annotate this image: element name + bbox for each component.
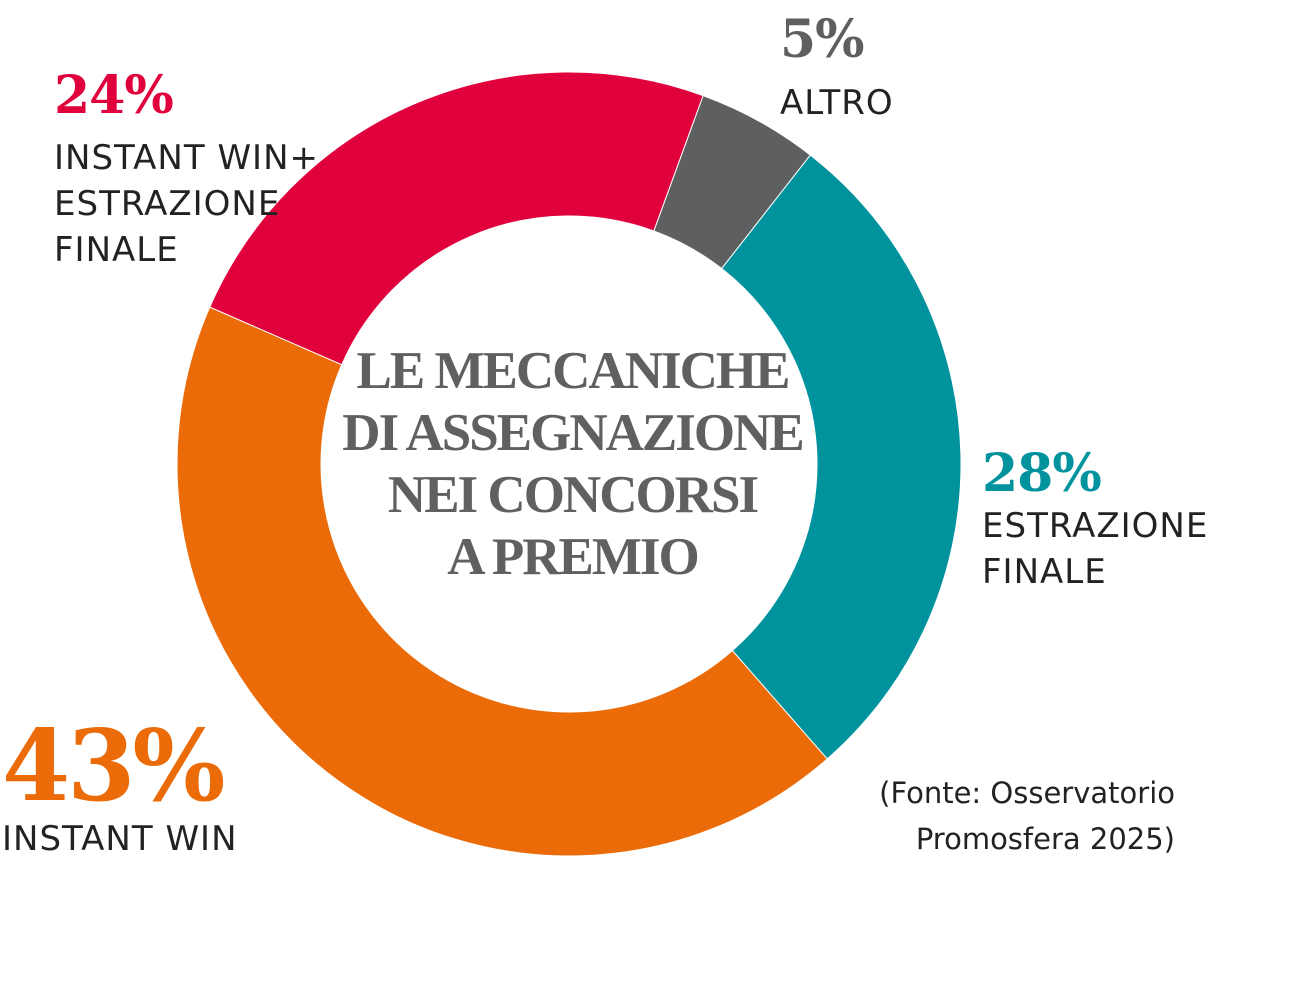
chart-title-line: DI ASSEGNAZIONE	[342, 404, 804, 462]
chart-title-line: LE MECCANICHE	[356, 342, 791, 400]
slice-label-line: ESTRAZIONE	[54, 184, 281, 224]
slice-label-line: INSTANT WIN+	[54, 138, 320, 178]
slice-value-instant-win: 43%	[2, 709, 225, 824]
slice-label-line: ESTRAZIONE	[982, 506, 1209, 546]
slice-value-estrazione-finale: 28%	[982, 443, 1102, 504]
slice-label-line: INSTANT WIN	[2, 819, 238, 859]
slice-label-line: FINALE	[982, 552, 1107, 592]
source-note: (Fonte: Osservatorio Promosfera 2025)	[879, 770, 1175, 862]
source-line: (Fonte: Osservatorio	[879, 776, 1175, 810]
chart-title-line: NEI CONCORSI	[387, 466, 759, 524]
chart-title: LE MECCANICHE DI ASSEGNAZIONE NEI CONCOR…	[300, 340, 845, 588]
chart-title-line: A PREMIO	[447, 528, 699, 586]
slice-value-instant-win-estrazione: 24%	[54, 65, 174, 126]
source-line: Promosfera 2025)	[915, 822, 1175, 856]
slice-label-line: ALTRO	[780, 83, 894, 123]
slice-label-estrazione-finale: ESTRAZIONE FINALE	[982, 503, 1208, 595]
slice-label-instant-win-estrazione: INSTANT WIN+ ESTRAZIONE FINALE	[54, 135, 319, 273]
slice-label-altro: ALTRO	[780, 80, 894, 126]
slice-value-altro: 5%	[780, 9, 865, 70]
slice-label-line: FINALE	[54, 230, 179, 270]
donut-slice-instant-win	[176, 306, 828, 857]
donut-slice-estrazione-finale	[720, 154, 962, 760]
slice-label-instant-win: INSTANT WIN	[2, 816, 238, 862]
donut-slice-instant-win-estrazione	[209, 71, 704, 366]
